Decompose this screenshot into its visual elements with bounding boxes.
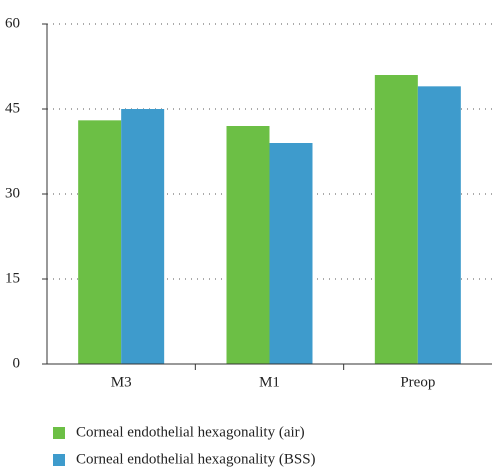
legend-swatch: [53, 427, 65, 439]
y-tick-label: 60: [5, 15, 20, 31]
bar: [269, 143, 313, 364]
bar: [226, 126, 270, 364]
bar: [417, 86, 461, 364]
legend-label: Corneal endothelial hexagonality (air): [76, 424, 305, 440]
y-tick-label: 30: [5, 185, 20, 201]
y-tick-label: 15: [5, 270, 20, 286]
bar: [78, 120, 122, 364]
x-tick-label: M1: [259, 374, 280, 390]
bar: [374, 75, 418, 364]
x-tick-label: Preop: [400, 374, 435, 390]
x-tick-label: M3: [111, 374, 132, 390]
bar: [121, 109, 165, 364]
y-tick-label: 45: [5, 100, 20, 116]
legend-swatch: [53, 454, 65, 466]
legend-label: Corneal endothelial hexagonality (BSS): [76, 451, 316, 467]
y-tick-label: 0: [13, 355, 21, 371]
